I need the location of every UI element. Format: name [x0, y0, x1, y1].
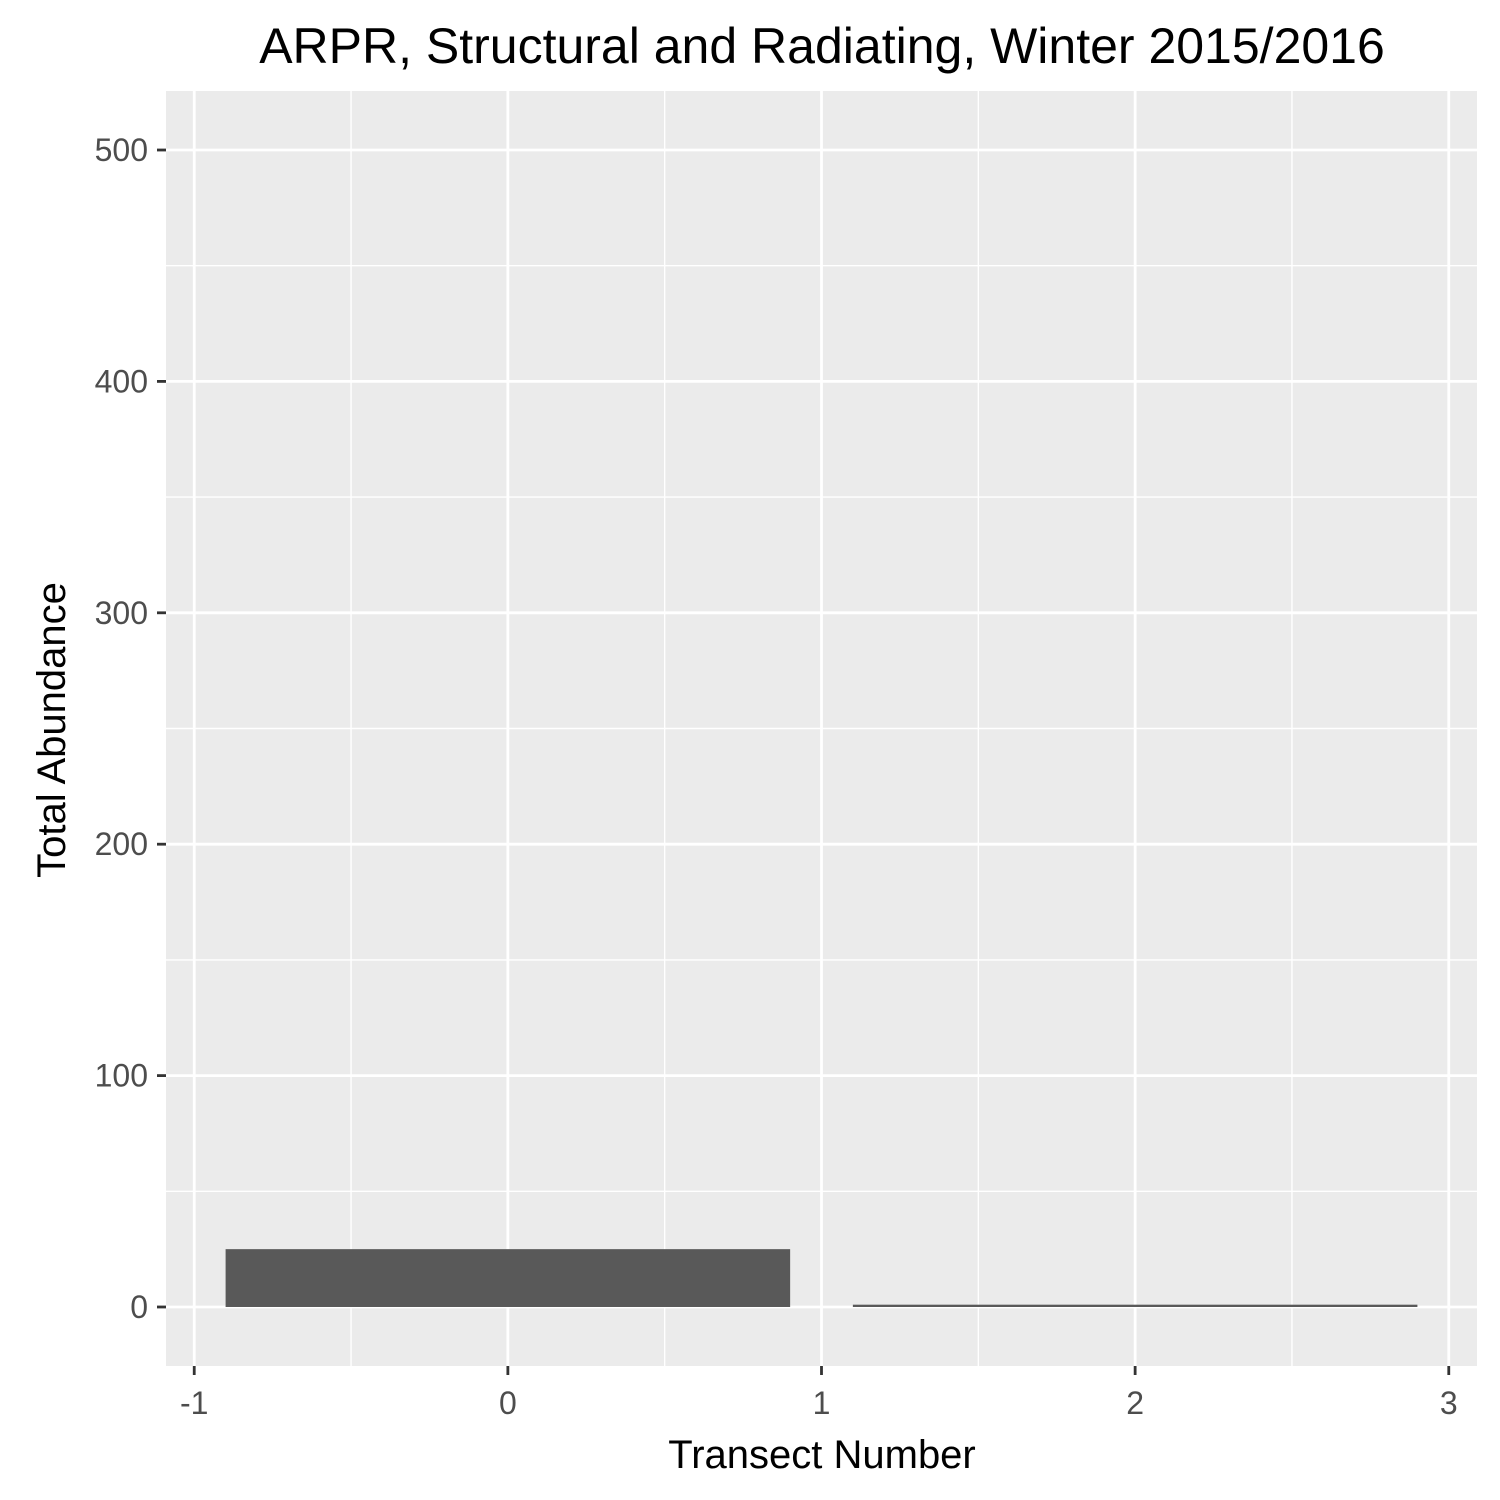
- x-tick-label: -1: [180, 1385, 208, 1421]
- bar: [225, 1249, 791, 1307]
- bar: [852, 1304, 1418, 1307]
- y-tick-label: 0: [130, 1289, 148, 1325]
- x-tick-label: 3: [1440, 1385, 1458, 1421]
- y-axis: 0 100 200 300 400 500: [95, 132, 166, 1325]
- bars: [225, 1249, 1418, 1307]
- x-axis: -1 0 1 2 3: [180, 1366, 1458, 1421]
- x-tick-label: 0: [499, 1385, 517, 1421]
- y-tick-label: 300: [95, 595, 148, 631]
- y-axis-title: Total Abundance: [30, 582, 74, 878]
- x-tick-label: 1: [813, 1385, 831, 1421]
- y-tick-label: 500: [95, 132, 148, 168]
- y-tick-label: 400: [95, 363, 148, 399]
- x-axis-title: Transect Number: [668, 1433, 976, 1477]
- y-tick-label: 200: [95, 826, 148, 862]
- x-tick-label: 2: [1126, 1385, 1144, 1421]
- chart-title: ARPR, Structural and Radiating, Winter 2…: [259, 18, 1385, 74]
- y-tick-label: 100: [95, 1058, 148, 1094]
